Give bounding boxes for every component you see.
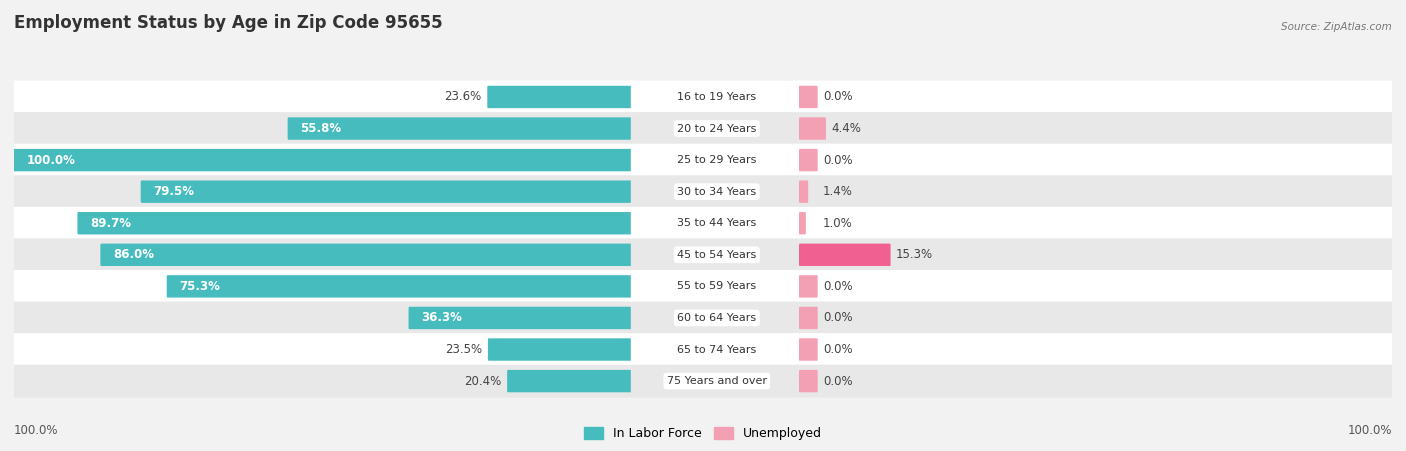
FancyBboxPatch shape (631, 270, 803, 303)
FancyBboxPatch shape (14, 149, 634, 171)
FancyBboxPatch shape (141, 180, 634, 203)
FancyBboxPatch shape (488, 86, 634, 108)
FancyBboxPatch shape (800, 365, 1392, 397)
FancyBboxPatch shape (100, 244, 634, 266)
Text: 45 to 54 Years: 45 to 54 Years (678, 250, 756, 260)
Text: 0.0%: 0.0% (823, 91, 853, 103)
FancyBboxPatch shape (409, 307, 634, 329)
FancyBboxPatch shape (800, 302, 1392, 334)
Text: 89.7%: 89.7% (90, 217, 131, 230)
FancyBboxPatch shape (800, 81, 1392, 113)
Text: 23.5%: 23.5% (446, 343, 482, 356)
Text: 60 to 64 Years: 60 to 64 Years (678, 313, 756, 323)
FancyBboxPatch shape (799, 307, 818, 329)
FancyBboxPatch shape (167, 275, 634, 298)
Text: 0.0%: 0.0% (823, 154, 853, 166)
FancyBboxPatch shape (631, 207, 803, 239)
Text: 30 to 34 Years: 30 to 34 Years (678, 187, 756, 197)
FancyBboxPatch shape (799, 244, 890, 266)
Text: 20.4%: 20.4% (464, 375, 502, 387)
FancyBboxPatch shape (77, 212, 634, 235)
FancyBboxPatch shape (508, 370, 634, 392)
Text: 100.0%: 100.0% (14, 424, 59, 437)
FancyBboxPatch shape (14, 81, 634, 113)
FancyBboxPatch shape (14, 207, 634, 239)
Text: 0.0%: 0.0% (823, 312, 853, 324)
Text: 15.3%: 15.3% (896, 249, 934, 261)
FancyBboxPatch shape (800, 144, 1392, 176)
FancyBboxPatch shape (631, 112, 803, 145)
FancyBboxPatch shape (14, 239, 634, 271)
FancyBboxPatch shape (14, 302, 634, 334)
Text: 25 to 29 Years: 25 to 29 Years (678, 155, 756, 165)
FancyBboxPatch shape (14, 333, 634, 366)
FancyBboxPatch shape (631, 239, 803, 271)
FancyBboxPatch shape (799, 338, 818, 361)
Text: 55.8%: 55.8% (301, 122, 342, 135)
Text: 1.4%: 1.4% (823, 185, 853, 198)
FancyBboxPatch shape (14, 270, 634, 303)
FancyBboxPatch shape (288, 117, 634, 140)
FancyBboxPatch shape (800, 175, 1392, 208)
FancyBboxPatch shape (799, 117, 825, 140)
Text: Source: ZipAtlas.com: Source: ZipAtlas.com (1281, 22, 1392, 32)
FancyBboxPatch shape (14, 175, 634, 208)
FancyBboxPatch shape (799, 275, 818, 298)
FancyBboxPatch shape (488, 338, 634, 361)
Text: 65 to 74 Years: 65 to 74 Years (678, 345, 756, 354)
Text: 100.0%: 100.0% (1347, 424, 1392, 437)
FancyBboxPatch shape (800, 207, 1392, 239)
FancyBboxPatch shape (800, 239, 1392, 271)
Text: 16 to 19 Years: 16 to 19 Years (678, 92, 756, 102)
Text: 86.0%: 86.0% (114, 249, 155, 261)
FancyBboxPatch shape (631, 333, 803, 366)
FancyBboxPatch shape (799, 370, 818, 392)
FancyBboxPatch shape (800, 112, 1392, 145)
FancyBboxPatch shape (631, 175, 803, 208)
FancyBboxPatch shape (631, 81, 803, 113)
FancyBboxPatch shape (14, 144, 634, 176)
Text: 0.0%: 0.0% (823, 375, 853, 387)
Text: 55 to 59 Years: 55 to 59 Years (678, 281, 756, 291)
Text: 75 Years and over: 75 Years and over (666, 376, 766, 386)
Text: 1.0%: 1.0% (823, 217, 853, 230)
FancyBboxPatch shape (799, 180, 808, 203)
Text: 35 to 44 Years: 35 to 44 Years (678, 218, 756, 228)
Text: 79.5%: 79.5% (153, 185, 194, 198)
Text: Employment Status by Age in Zip Code 95655: Employment Status by Age in Zip Code 956… (14, 14, 443, 32)
Text: 36.3%: 36.3% (422, 312, 463, 324)
FancyBboxPatch shape (14, 112, 634, 145)
FancyBboxPatch shape (631, 365, 803, 397)
FancyBboxPatch shape (799, 212, 806, 235)
FancyBboxPatch shape (631, 302, 803, 334)
Text: 23.6%: 23.6% (444, 91, 482, 103)
Text: 20 to 24 Years: 20 to 24 Years (678, 124, 756, 133)
Text: 75.3%: 75.3% (180, 280, 221, 293)
FancyBboxPatch shape (799, 86, 818, 108)
FancyBboxPatch shape (14, 365, 634, 397)
FancyBboxPatch shape (631, 144, 803, 176)
FancyBboxPatch shape (800, 333, 1392, 366)
Legend: In Labor Force, Unemployed: In Labor Force, Unemployed (583, 427, 823, 440)
Text: 4.4%: 4.4% (831, 122, 862, 135)
Text: 100.0%: 100.0% (27, 154, 76, 166)
FancyBboxPatch shape (799, 149, 818, 171)
Text: 0.0%: 0.0% (823, 280, 853, 293)
FancyBboxPatch shape (800, 270, 1392, 303)
Text: 0.0%: 0.0% (823, 343, 853, 356)
